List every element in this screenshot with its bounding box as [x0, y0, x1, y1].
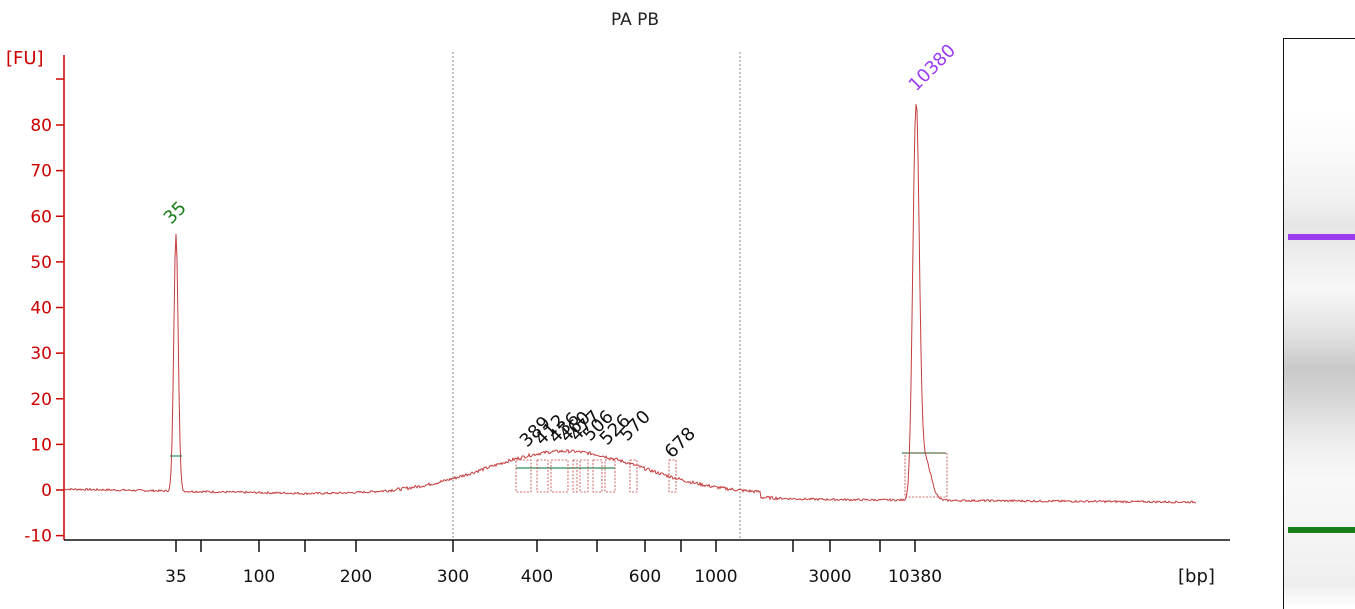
y-tick-label: 50: [30, 253, 52, 273]
peak-integration-box: [604, 459, 616, 493]
x-tick-label: 3000: [808, 567, 851, 587]
x-tick-label: 200: [340, 567, 372, 587]
y-tick-label: 80: [30, 116, 52, 136]
peak-integration-box: [904, 452, 948, 498]
x-tick-label: 400: [521, 567, 553, 587]
trace-line: [63, 104, 1197, 504]
x-axis-label: [bp]: [1178, 566, 1215, 587]
y-tick-label: -10: [24, 527, 52, 547]
chart-title: PA PB: [610, 10, 660, 30]
peak-integration-box: [629, 459, 638, 493]
peak-integration-box: [592, 459, 603, 493]
x-tick-label: 100: [243, 567, 275, 587]
y-tick-label: 40: [30, 299, 52, 319]
x-tick-label: 35: [165, 567, 187, 587]
x-tick-label: 600: [629, 567, 661, 587]
y-tick-label: 30: [30, 344, 52, 364]
peak-integration-box: [579, 459, 589, 493]
peak-integration-box: [536, 459, 549, 493]
y-tick-label: 60: [30, 207, 52, 227]
gel-lower-marker-band: [1288, 527, 1355, 533]
y-tick-label: 70: [30, 162, 52, 182]
y-tick-label: 10: [30, 435, 52, 455]
axes: [FU] [bp] -10 0 10 20 30 40 50 60 70 80 35 100 200 300 4…: [6, 48, 1230, 587]
y-axis-label: [FU]: [6, 48, 44, 69]
electropherogram-chart: [FU] [bp] -10 0 10 20 30 40 50 60 70 80 35 100 200 300 4…: [6, 40, 1230, 587]
peak-label-lower-marker: 35: [160, 197, 191, 228]
x-tick-label: 1000: [694, 567, 737, 587]
peak-label-sample: 678: [661, 423, 700, 462]
peak-integration-box: [668, 459, 677, 493]
trace-layer: [63, 104, 1197, 504]
peak-integration-box: [515, 459, 532, 493]
gel-lane: [1283, 38, 1355, 609]
x-tick-label: 300: [437, 567, 469, 587]
x-tick-label: 10380: [888, 567, 942, 587]
gel-upper-marker-band: [1288, 234, 1355, 240]
peak-integration-box: [572, 459, 578, 493]
y-tick-label: 20: [30, 390, 52, 410]
y-tick-label: 0: [41, 481, 52, 501]
peak-integration-box: [550, 459, 569, 493]
peak-label-upper-marker: 10380: [905, 40, 960, 95]
